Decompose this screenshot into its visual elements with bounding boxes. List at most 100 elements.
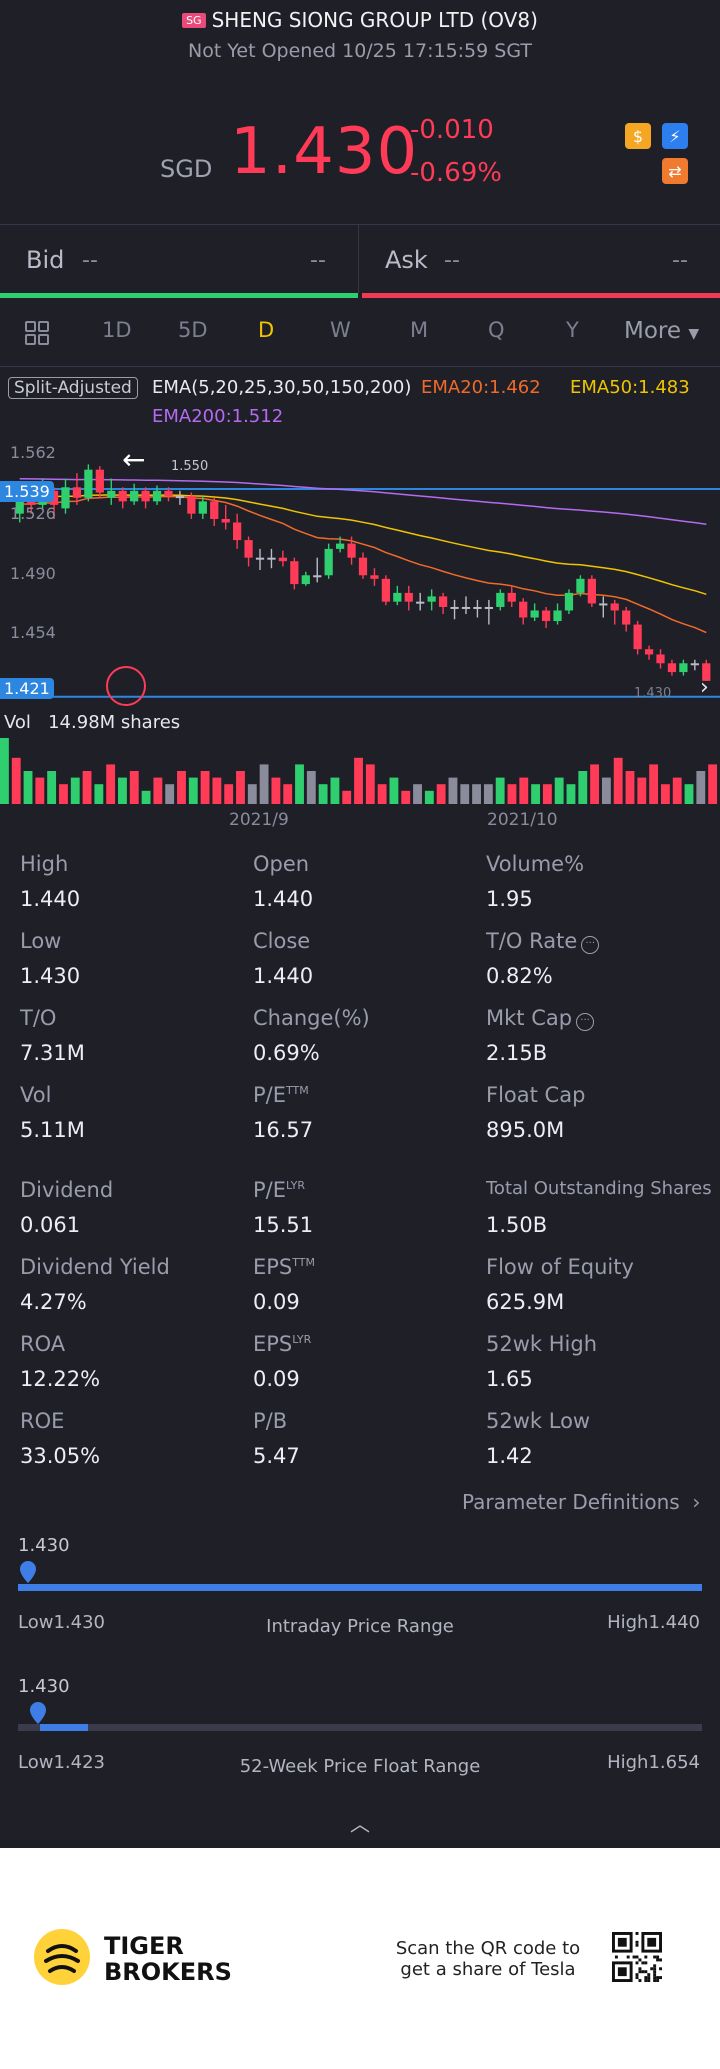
candle bbox=[278, 550, 288, 567]
stat-label-change: Change(%) bbox=[253, 1006, 370, 1030]
stat-label-superscript: LYR bbox=[286, 1179, 306, 1192]
y-tick-4: 1.454 bbox=[10, 623, 56, 642]
y-tick-2: 1.526 bbox=[10, 504, 56, 523]
stat-value-change: 0.69% bbox=[253, 1041, 320, 1065]
candle bbox=[118, 487, 127, 509]
market-status: Not Yet Opened 10/25 17:15:59 SGT bbox=[187, 40, 532, 62]
tab-q[interactable]: Q bbox=[488, 318, 505, 342]
candle bbox=[438, 592, 448, 614]
candle bbox=[347, 536, 356, 565]
candlestick-chart[interactable] bbox=[0, 430, 720, 710]
bid-label: Bid bbox=[26, 246, 65, 274]
stat-label-vol: Vol bbox=[20, 1083, 51, 1107]
stat-label-text: T/O bbox=[20, 1006, 57, 1030]
swap-badge-icon[interactable]: ⇄ bbox=[662, 158, 688, 184]
volume-value: 14.98M shares bbox=[48, 712, 181, 733]
split-adjusted-toggle[interactable]: Split-Adjusted bbox=[8, 377, 138, 399]
stat-label-text: Dividend Yield bbox=[20, 1255, 170, 1279]
stat-label-p-b: P/B bbox=[253, 1409, 287, 1433]
volume-bar bbox=[59, 784, 68, 804]
stat-label-text: 52wk Low bbox=[486, 1409, 591, 1433]
tab-w[interactable]: W bbox=[330, 318, 351, 342]
candle bbox=[404, 585, 413, 611]
volume-bar bbox=[23, 771, 33, 804]
candle bbox=[198, 496, 207, 519]
stat-label-t-o: T/O bbox=[20, 1006, 56, 1030]
volume-bar bbox=[70, 777, 80, 804]
stat-label-roa: ROA bbox=[20, 1332, 65, 1356]
stat-value-p-e-lyr: 15.51 bbox=[253, 1213, 314, 1237]
ema200-value: EMA200:1.512 bbox=[152, 406, 284, 427]
candle bbox=[72, 473, 82, 505]
stat-label-t-o-rate[interactable]: T/O Rate ··· bbox=[486, 929, 600, 954]
ema20-value: EMA20:1.462 bbox=[421, 377, 541, 398]
market-flag: SG bbox=[182, 13, 206, 28]
candle bbox=[484, 599, 493, 625]
stat-label-52wk-high: 52wk High bbox=[486, 1332, 597, 1356]
stat-label-eps-ttm: EPSTTM bbox=[253, 1255, 315, 1279]
volume-bar bbox=[436, 784, 446, 804]
volume-bar bbox=[11, 757, 21, 804]
candle bbox=[667, 659, 677, 676]
stat-label-text: ROA bbox=[20, 1332, 66, 1356]
stat-value-total-outstanding-shares: 1.50B bbox=[486, 1213, 548, 1237]
qr-caption: Scan the QR code to get a share of Tesla bbox=[390, 1938, 586, 1980]
tab-5d[interactable]: 5D bbox=[178, 318, 208, 342]
volume-bar bbox=[94, 784, 104, 804]
tab-more[interactable]: More ▼ bbox=[624, 318, 699, 344]
volume-bar bbox=[236, 771, 245, 804]
header-divider bbox=[0, 224, 720, 225]
stat-label-high: High bbox=[20, 852, 68, 876]
candle bbox=[164, 487, 173, 502]
candle bbox=[335, 536, 345, 553]
candle bbox=[576, 575, 585, 597]
candle bbox=[313, 557, 322, 583]
qr-caption-line-1: Scan the QR code to bbox=[395, 1938, 581, 1959]
chevron-right-icon[interactable]: › bbox=[700, 675, 709, 700]
stat-value-dividend-yield: 4.27% bbox=[20, 1290, 87, 1314]
tab-d[interactable]: D bbox=[258, 318, 275, 342]
tab-m[interactable]: M bbox=[410, 318, 429, 342]
week52-current: 1.430 bbox=[18, 1676, 70, 1697]
stat-value-volume: 1.95 bbox=[486, 887, 533, 911]
order-marker-icon[interactable] bbox=[106, 666, 146, 706]
volume-bar bbox=[342, 790, 352, 804]
high-line-tag: 1.539 bbox=[0, 481, 54, 502]
stat-label-text: High bbox=[20, 852, 69, 876]
dollar-badge-icon[interactable]: $ bbox=[625, 123, 651, 149]
tab-1d[interactable]: 1D bbox=[102, 318, 132, 342]
stat-label-mkt-cap[interactable]: Mkt Cap ··· bbox=[486, 1006, 595, 1031]
stat-label-eps-lyr: EPSLYR bbox=[253, 1332, 311, 1356]
chart-layout-icon[interactable] bbox=[24, 320, 50, 346]
collapse-chevron-up-icon[interactable]: ︿ bbox=[350, 1812, 370, 1836]
candle bbox=[358, 552, 368, 579]
candle bbox=[461, 596, 471, 614]
stat-label-text: P/B bbox=[253, 1409, 288, 1433]
candle bbox=[370, 568, 379, 586]
candle bbox=[622, 606, 631, 632]
info-icon[interactable]: ··· bbox=[576, 1013, 595, 1031]
stat-value-t-o: 7.31M bbox=[20, 1041, 85, 1065]
tab-y[interactable]: Y bbox=[566, 318, 579, 342]
info-icon[interactable]: ··· bbox=[581, 936, 600, 954]
volume-bar bbox=[82, 771, 92, 804]
last-price: 1.430 bbox=[230, 115, 419, 189]
lightning-badge-icon[interactable]: ⚡ bbox=[662, 123, 688, 149]
stat-value-open: 1.440 bbox=[253, 887, 314, 911]
candle bbox=[210, 497, 219, 526]
stat-label-text: Low bbox=[20, 929, 62, 953]
candle bbox=[290, 557, 299, 590]
stat-label-superscript: TTM bbox=[292, 1256, 316, 1269]
volume-bar bbox=[306, 771, 316, 804]
volume-bar bbox=[177, 771, 186, 804]
ema-settings[interactable]: EMA(5,20,25,30,50,150,200) bbox=[152, 377, 412, 398]
parameter-definitions-link[interactable]: Parameter Definitions › bbox=[462, 1490, 700, 1514]
volume-bar bbox=[165, 784, 175, 804]
candle bbox=[107, 478, 116, 505]
candle bbox=[324, 543, 333, 579]
intraday-low: Low1.430 bbox=[18, 1612, 105, 1633]
volume-bar bbox=[660, 784, 670, 804]
candle bbox=[381, 575, 391, 606]
week52-caption: 52-Week Price Float Range bbox=[239, 1756, 481, 1777]
location-pin-icon bbox=[30, 1702, 46, 1728]
